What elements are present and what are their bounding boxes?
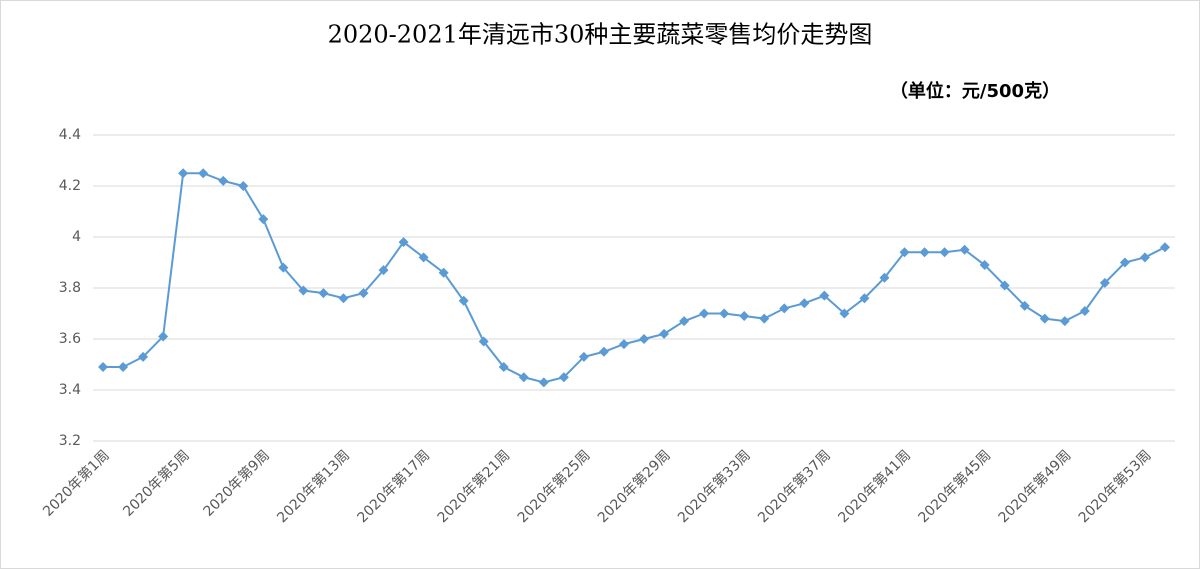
- y-tick-label: 3.4: [59, 382, 81, 398]
- marker: [1159, 242, 1170, 253]
- marker: [919, 247, 930, 258]
- marker: [719, 308, 730, 319]
- y-tick-label: 4.4: [59, 127, 81, 143]
- y-tick-label: 3.6: [59, 331, 81, 347]
- marker: [258, 214, 269, 225]
- marker: [538, 377, 549, 388]
- line: [103, 172, 1166, 384]
- marker: [679, 316, 690, 327]
- y-tick-label: 4.2: [59, 178, 81, 194]
- marker: [819, 290, 830, 301]
- marker: [618, 339, 629, 350]
- marker: [939, 247, 950, 258]
- marker: [358, 288, 369, 299]
- marker: [98, 362, 109, 373]
- marker: [298, 285, 309, 296]
- marker: [498, 362, 509, 373]
- marker: [218, 175, 229, 186]
- marker: [1039, 313, 1050, 324]
- marker: [398, 237, 409, 248]
- marker: [639, 334, 650, 344]
- y-tick-label: 4: [72, 229, 81, 245]
- marker: [879, 272, 890, 283]
- marker: [979, 260, 990, 271]
- marker: [158, 331, 169, 342]
- marker: [118, 362, 129, 373]
- marker: [578, 351, 589, 362]
- marker: [759, 313, 770, 324]
- marker: [278, 262, 289, 273]
- marker: [839, 308, 850, 319]
- y-tick-label: 3.8: [59, 280, 81, 296]
- marker: [458, 295, 469, 306]
- marker: [739, 311, 750, 322]
- marker: [1019, 300, 1030, 311]
- marker: [478, 336, 489, 347]
- marker: [198, 168, 209, 179]
- chart-title: 2020-2021年清远市30种主要蔬菜零售均价走势图: [328, 21, 873, 49]
- chart-subtitle: （单位：元/500克）: [890, 80, 1060, 102]
- marker: [558, 372, 569, 383]
- marker: [779, 303, 790, 314]
- marker: [959, 244, 970, 255]
- marker: [659, 328, 670, 339]
- marker: [1139, 252, 1150, 263]
- marker: [1119, 257, 1130, 268]
- marker: [238, 181, 249, 191]
- marker: [799, 298, 810, 309]
- y-tick-label: 3.2: [59, 433, 81, 449]
- marker: [899, 247, 910, 258]
- marker: [518, 372, 529, 383]
- marker: [318, 288, 329, 299]
- marker: [338, 293, 349, 304]
- marker: [1099, 277, 1110, 288]
- marker: [859, 293, 870, 304]
- marker: [378, 265, 389, 276]
- marker: [999, 280, 1010, 291]
- marker: [138, 351, 149, 362]
- marker: [1079, 305, 1090, 316]
- marker: [1059, 316, 1070, 327]
- marker: [418, 252, 429, 263]
- marker: [598, 346, 609, 357]
- marker: [699, 308, 710, 319]
- marker: [438, 267, 449, 278]
- marker: [178, 168, 189, 179]
